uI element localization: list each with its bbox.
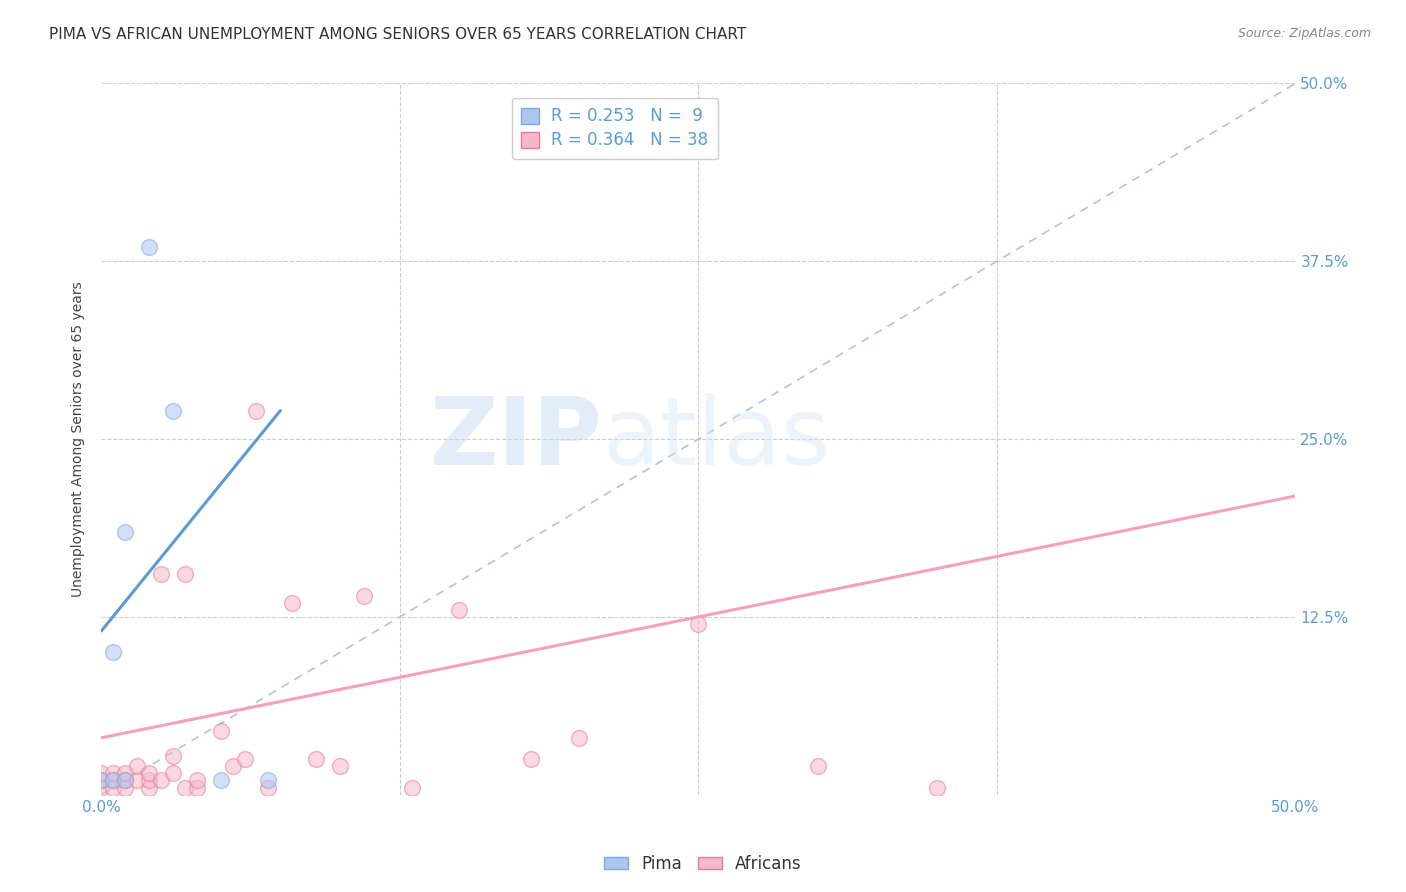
Point	[353, 589, 375, 603]
Point	[233, 752, 256, 766]
Point	[114, 773, 136, 788]
Point	[568, 731, 591, 745]
Point	[401, 780, 423, 795]
Point	[90, 766, 112, 780]
Point	[173, 567, 195, 582]
Point	[221, 759, 243, 773]
Point	[125, 759, 148, 773]
Point	[162, 766, 184, 780]
Point	[281, 596, 304, 610]
Text: Source: ZipAtlas.com: Source: ZipAtlas.com	[1237, 27, 1371, 40]
Point	[329, 759, 352, 773]
Point	[149, 567, 172, 582]
Point	[114, 780, 136, 795]
Point	[186, 780, 208, 795]
Point	[138, 240, 160, 254]
Text: ZIP: ZIP	[430, 393, 603, 485]
Point	[138, 780, 160, 795]
Point	[114, 766, 136, 780]
Y-axis label: Unemployment Among Seniors over 65 years: Unemployment Among Seniors over 65 years	[72, 281, 86, 597]
Point	[101, 773, 124, 788]
Point	[138, 773, 160, 788]
Point	[209, 773, 232, 788]
Point	[245, 403, 267, 417]
Point	[101, 645, 124, 659]
Point	[209, 723, 232, 738]
Point	[257, 773, 280, 788]
Point	[162, 749, 184, 764]
Point	[520, 752, 543, 766]
Point	[186, 773, 208, 788]
Point	[138, 766, 160, 780]
Point	[173, 780, 195, 795]
Point	[305, 752, 328, 766]
Point	[449, 603, 471, 617]
Point	[101, 780, 124, 795]
Text: PIMA VS AFRICAN UNEMPLOYMENT AMONG SENIORS OVER 65 YEARS CORRELATION CHART: PIMA VS AFRICAN UNEMPLOYMENT AMONG SENIO…	[49, 27, 747, 42]
Point	[114, 773, 136, 788]
Point	[807, 759, 830, 773]
Point	[101, 773, 124, 788]
Point	[149, 773, 172, 788]
Text: atlas: atlas	[603, 393, 831, 485]
Point	[162, 403, 184, 417]
Point	[101, 766, 124, 780]
Legend: Pima, Africans: Pima, Africans	[598, 848, 808, 880]
Point	[90, 773, 112, 788]
Point	[927, 780, 949, 795]
Point	[125, 773, 148, 788]
Point	[90, 773, 112, 788]
Point	[688, 617, 710, 632]
Point	[90, 780, 112, 795]
Point	[114, 524, 136, 539]
Point	[257, 780, 280, 795]
Legend: R = 0.253   N =  9, R = 0.364   N = 38: R = 0.253 N = 9, R = 0.364 N = 38	[512, 98, 717, 159]
